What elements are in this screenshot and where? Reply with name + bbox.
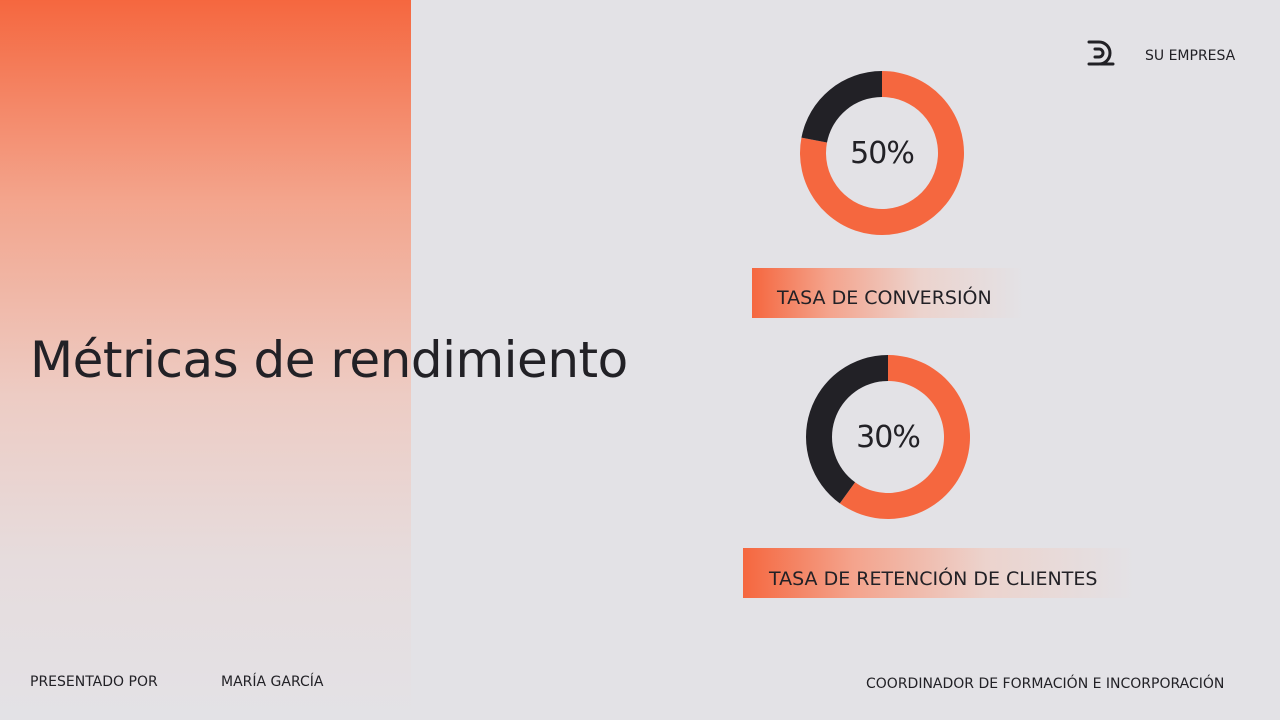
donut-slice-0-1 — [801, 71, 882, 143]
presenter-name: MARÍA GARCÍA — [221, 674, 324, 690]
retention-donut-chart: 30% — [806, 355, 970, 519]
retention-label-bar — [743, 548, 1135, 598]
donut-slice-1-0 — [839, 355, 970, 519]
conversion-donut-chart: 50% — [800, 71, 964, 235]
conversion-label-bar — [752, 268, 1024, 318]
conversion-label: TASA DE CONVERSIÓN — [777, 287, 992, 309]
retention-value: 30% — [856, 419, 921, 455]
accent-gradient-panel — [0, 0, 411, 720]
conversion-value: 50% — [850, 135, 915, 171]
company-name: SU EMPRESA — [1145, 48, 1236, 64]
slide-title: Métricas de rendimiento — [30, 331, 628, 389]
donut-slice-0-0 — [800, 71, 964, 235]
presenter-role: COORDINADOR DE FORMACIÓN E INCORPORACIÓN — [866, 676, 1225, 692]
donut-slice-1-1 — [806, 355, 888, 504]
company-logo-icon — [1087, 40, 1115, 66]
retention-label: TASA DE RETENCIÓN DE CLIENTES — [769, 568, 1098, 590]
presented-by-label: PRESENTADO POR — [30, 674, 158, 690]
